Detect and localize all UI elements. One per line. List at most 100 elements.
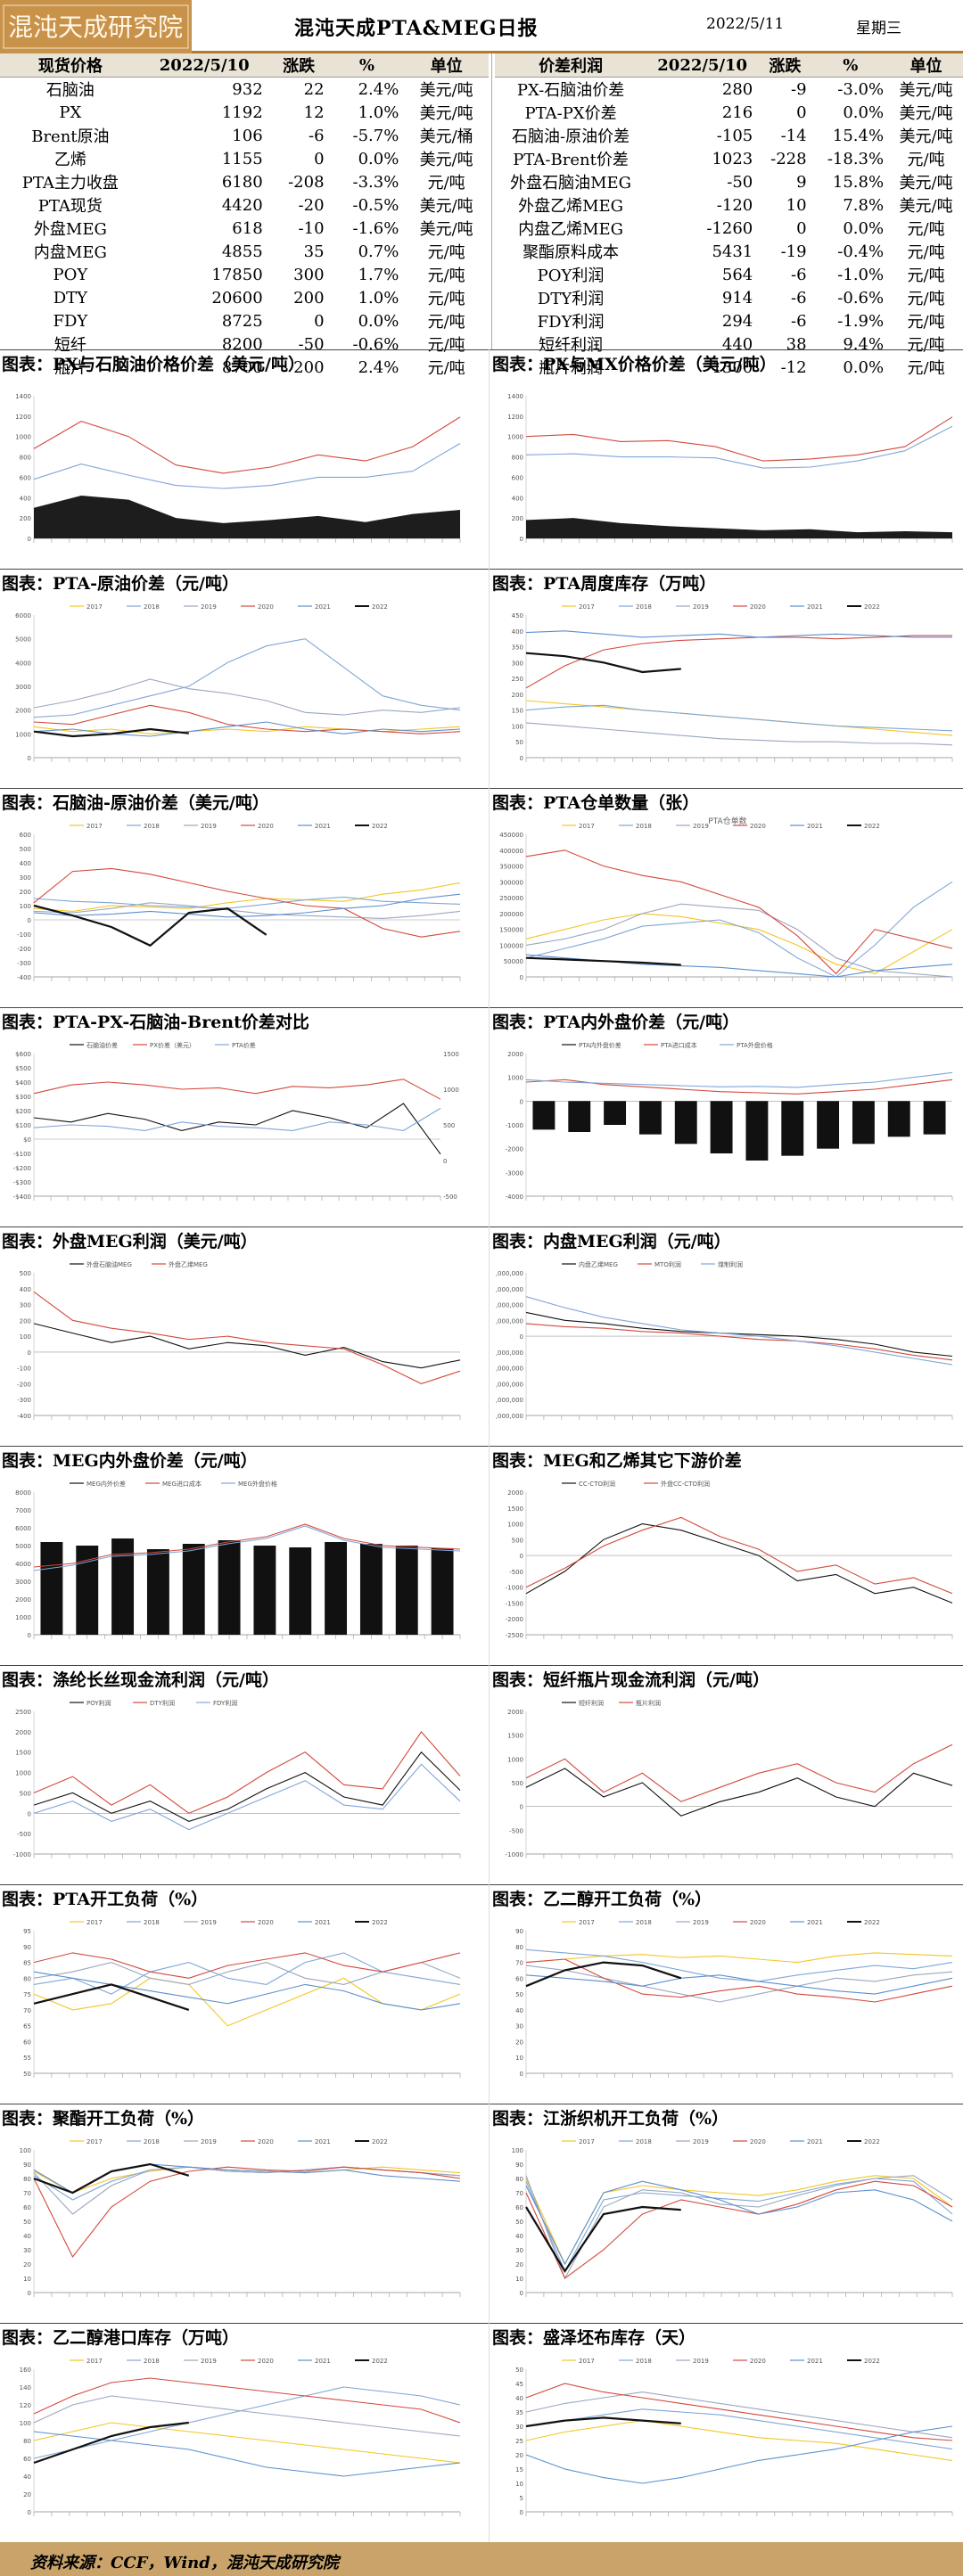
series-line bbox=[525, 2416, 681, 2428]
table-row: PTA-Brent价差 1023 -228 -18.3% 元/吨 bbox=[495, 147, 963, 170]
series-line bbox=[525, 2175, 953, 2266]
y-tick-label: 120 bbox=[20, 2402, 31, 2409]
table-row: 外盘石脑油MEG -50 9 15.8% 美元/吨 bbox=[495, 170, 963, 193]
y2-tick-label: 1500 bbox=[443, 1051, 459, 1058]
bar bbox=[923, 1101, 946, 1135]
y-tick-label: 350000 bbox=[499, 864, 523, 871]
legend-label: 2018 bbox=[144, 2138, 160, 2145]
y-tick-label: $0 bbox=[23, 1136, 31, 1144]
bar bbox=[781, 1101, 804, 1156]
y-tick-label: 80 bbox=[515, 2176, 523, 2183]
series-line bbox=[525, 1296, 953, 1366]
legend-label: 2022 bbox=[372, 603, 388, 611]
chart-row: 图表：外盘MEG利润（美元/吨） -400 -300 -200 -100 0 100 200 3… bbox=[0, 1226, 963, 1446]
col-header-change: 涨跌 bbox=[758, 53, 812, 78]
y-tick-label: 0 bbox=[28, 1350, 31, 1357]
cell-pct: 1.0% bbox=[358, 103, 399, 122]
cell-change: -12 bbox=[780, 357, 807, 377]
cell-value: 17850 bbox=[211, 265, 263, 284]
chart-panel: -4000 -3000 -2000 -1000 0 1000 2000 PTA内外盘价差 PTA… bbox=[496, 1032, 959, 1223]
y-tick-label: 4000 bbox=[15, 660, 31, 667]
y-tick-label: 50 bbox=[23, 2219, 31, 2226]
series-line bbox=[525, 2425, 953, 2484]
y-tick-label: 70 bbox=[23, 2190, 31, 2197]
y-tick-label: -2500 bbox=[506, 1632, 523, 1639]
series-line bbox=[33, 2166, 461, 2215]
legend-label: 2017 bbox=[579, 2358, 595, 2365]
y-tick-label: 100 bbox=[20, 2420, 31, 2427]
series-line bbox=[33, 867, 461, 938]
cell-pct: 0.7% bbox=[358, 242, 399, 261]
legend-label: 2019 bbox=[693, 603, 709, 611]
col-header-date: 2022/5/10 bbox=[140, 53, 268, 78]
cell-unit: 元/吨 bbox=[907, 267, 945, 285]
series-line bbox=[33, 1525, 461, 1571]
series-line bbox=[525, 425, 953, 469]
chart-panel: -1000 -500 0 500 1000 1500 2000 2500 POY利润 DTY利润 F… bbox=[4, 1690, 467, 1881]
series-line bbox=[33, 2421, 189, 2465]
spread-profit-table: 价差利润 2022/5/10 涨跌 % 单位 PX-石脑油价差 280 -9 -3.0… bbox=[495, 53, 963, 379]
y-tick-label: 250000 bbox=[499, 895, 523, 902]
series-line bbox=[525, 881, 953, 978]
cell-name: 外盘石脑油MEG bbox=[510, 174, 632, 193]
table-row: 外盘乙烯MEG -120 10 7.8% 美元/吨 bbox=[495, 193, 963, 217]
y-tick-label: 0 bbox=[520, 536, 523, 543]
y-tick-label: 1000 bbox=[507, 434, 523, 441]
chart-row: 图表：PTA开工负荷（%） 50 55 60 65 70 75 80 85 90 95 2017 201… bbox=[0, 1884, 963, 2104]
legend-label: 2017 bbox=[86, 2358, 103, 2365]
cell-value: 294 bbox=[721, 311, 753, 331]
col-header-unit: 单位 bbox=[404, 53, 489, 78]
chart-title: 图表：外盘MEG利润（美元/吨） bbox=[2, 1232, 258, 1251]
chart-title: 图表：内盘MEG利润（元/吨） bbox=[492, 1232, 731, 1251]
cell-pct: 0.0% bbox=[358, 311, 399, 331]
y-tick-label: -1,000,000 bbox=[496, 1350, 523, 1357]
legend-label: 2021 bbox=[315, 1919, 331, 1926]
y-tick-label: 50 bbox=[515, 739, 523, 746]
cell-unit: 美元/吨 bbox=[899, 174, 953, 193]
y2-tick-label: 500 bbox=[443, 1122, 455, 1129]
legend-label: 2018 bbox=[144, 603, 160, 611]
series-line bbox=[525, 1961, 682, 1988]
y-tick-label: 65 bbox=[23, 2023, 31, 2030]
spot-price-table: 现货价格 2022/5/10 涨跌 % 单位 石脑油 932 22 2.4% 美元/吨 P… bbox=[0, 53, 489, 379]
series-line bbox=[33, 443, 461, 489]
series-line bbox=[525, 2420, 953, 2461]
y-tick-label: 3000 bbox=[15, 684, 31, 691]
section-divider bbox=[0, 1665, 963, 1666]
cell-name: FDY bbox=[53, 311, 88, 331]
series-line bbox=[525, 630, 952, 638]
y-tick-label: 2,000,000 bbox=[496, 1302, 523, 1309]
y-tick-label: -100 bbox=[17, 1366, 31, 1373]
y-tick-label: 50000 bbox=[504, 958, 523, 965]
area-series bbox=[34, 496, 460, 538]
y2-tick-label: 1000 bbox=[443, 1087, 459, 1094]
cell-change: 10 bbox=[786, 195, 807, 215]
legend-label: 2017 bbox=[86, 823, 103, 830]
y-tick-label: 1200 bbox=[15, 414, 31, 421]
bar bbox=[253, 1546, 276, 1635]
series-line bbox=[525, 2391, 953, 2439]
report-header: 混沌天成研究院 混沌天成PTA&MEG日报 2022/5/11 星期三 bbox=[0, 0, 963, 53]
series-line bbox=[525, 1768, 953, 1817]
table-row: 瓶片利润 1300 -12 0.0% 元/吨 bbox=[495, 356, 963, 379]
cell-change: -9 bbox=[791, 79, 807, 99]
y-tick-label: 350 bbox=[512, 644, 523, 652]
chart-svg: 50 55 60 65 70 75 80 85 90 95 2017 2018 2019 2020 2021… bbox=[23, 1919, 461, 2078]
y-tick-label: 7000 bbox=[15, 1507, 31, 1514]
legend-label: 2021 bbox=[807, 1919, 823, 1926]
cell-name: Brent原油 bbox=[31, 127, 110, 146]
chart-title: 图表：MEG内外盘价差（元/吨） bbox=[2, 1451, 258, 1471]
series-line bbox=[33, 904, 268, 948]
cell-pct: -18.3% bbox=[827, 149, 885, 168]
y-tick-label: -400 bbox=[17, 974, 31, 981]
column-divider bbox=[489, 1665, 490, 1884]
y-tick-label: 30 bbox=[515, 2023, 523, 2030]
cell-unit: 美元/吨 bbox=[419, 220, 473, 239]
series-line bbox=[525, 2180, 953, 2266]
series-line bbox=[33, 902, 461, 919]
table-row: 石脑油-原油价差 -105 -14 15.4% 美元/吨 bbox=[495, 124, 963, 147]
series-line bbox=[525, 1965, 953, 2003]
bar bbox=[852, 1101, 875, 1144]
cell-value: 280 bbox=[721, 79, 753, 99]
legend-label: 2020 bbox=[750, 823, 766, 830]
